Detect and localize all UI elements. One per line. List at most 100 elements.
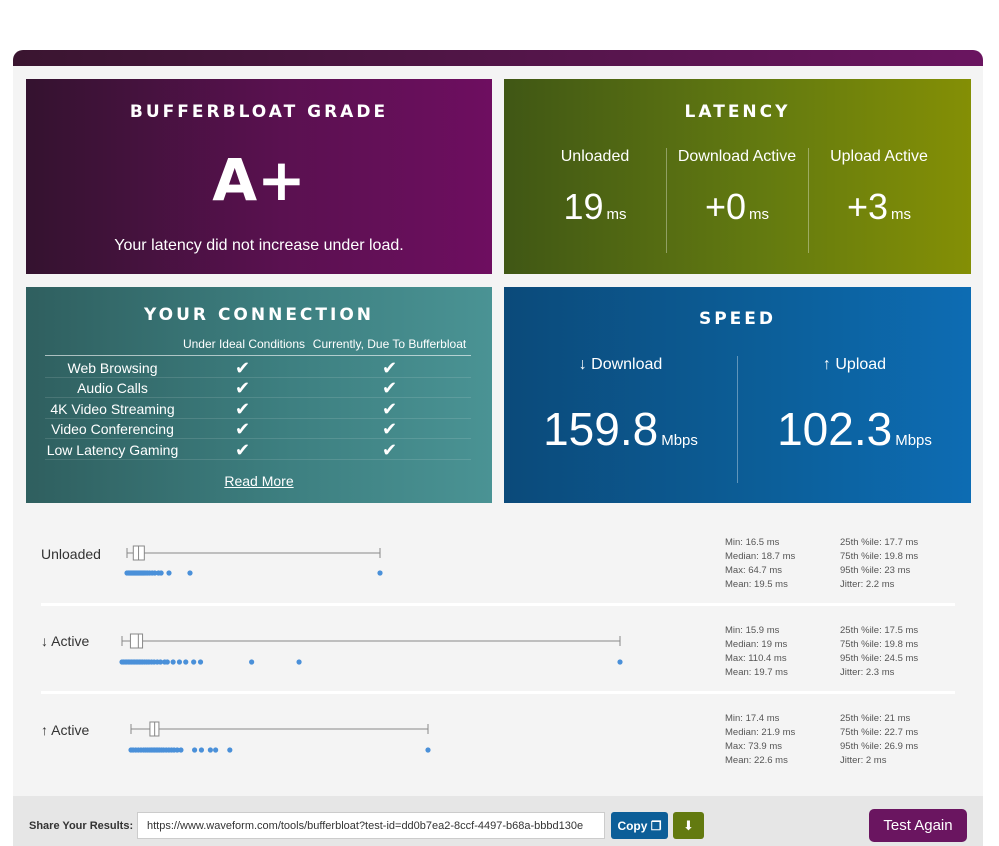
- share-url-input[interactable]: [137, 812, 605, 839]
- boxplot-box: [129, 633, 144, 649]
- download-value: 159.8: [543, 403, 659, 455]
- latency-stat: Min: 16.5 ms: [725, 537, 780, 548]
- latency-stat: 75th %ile: 19.8 ms: [840, 551, 919, 562]
- latency-stat: Median: 19 ms: [725, 639, 788, 650]
- latency-stats-right: 25th %ile: 17.5 ms 75th %ile: 19.8 ms 95th…: [840, 624, 918, 680]
- latency-unloaded-value: 19: [563, 186, 604, 227]
- speed-card: [504, 287, 971, 503]
- check-icon: ✔: [382, 419, 398, 439]
- connection-row: Audio Calls ✔ ✔: [45, 378, 471, 398]
- latency-sample-point: [249, 659, 255, 665]
- latency-divider: [666, 148, 667, 253]
- check-icon: ✔: [382, 378, 398, 398]
- latency-detail-label: ↓ Active: [41, 633, 90, 649]
- latency-stat: Median: 21.9 ms: [725, 727, 796, 738]
- latency-stats-right: 25th %ile: 17.7 ms 75th %ile: 19.8 ms 95th…: [840, 536, 918, 592]
- section-divider: [41, 691, 955, 694]
- latency-stat: Jitter: 2 ms: [840, 755, 887, 766]
- check-icon: ✔: [235, 440, 251, 460]
- latency-sample-point: [198, 747, 205, 753]
- latency-sample-point: [183, 659, 189, 665]
- latency-unit: ms: [606, 206, 627, 223]
- check-icon: ✔: [235, 419, 251, 439]
- column-ideal-header: Under Ideal Conditions: [182, 337, 306, 351]
- copy-button[interactable]: Copy ❐: [611, 812, 668, 839]
- latency-sample-point: [425, 747, 431, 753]
- latency-stat: Mean: 19.7 ms: [725, 667, 788, 678]
- speed-unit: Mbps: [661, 432, 698, 449]
- latency-sample-point: [617, 659, 623, 665]
- latency-stat: 75th %ile: 22.7 ms: [840, 727, 919, 738]
- latency-sample-point: [174, 747, 180, 753]
- latency-stat: 95th %ile: 24.5 ms: [840, 653, 919, 664]
- latency-stat: 25th %ile: 17.7 ms: [840, 537, 919, 548]
- speed-unit: Mbps: [895, 432, 932, 449]
- latency-sample-point: [164, 659, 170, 665]
- connection-row-label: 4K Video Streaming: [50, 401, 175, 417]
- latency-stat: Min: 17.4 ms: [725, 713, 780, 724]
- connection-row: 4K Video Streaming ✔ ✔: [45, 399, 471, 419]
- check-icon: ✔: [382, 358, 398, 378]
- latency-stat: Max: 64.7 ms: [725, 565, 783, 576]
- latency-sample-point: [187, 570, 193, 576]
- latency-sample-point: [170, 659, 176, 665]
- connection-row-label: Low Latency Gaming: [46, 442, 179, 458]
- read-more-link[interactable]: Read More: [224, 473, 294, 489]
- latency-stat: 25th %ile: 17.5 ms: [840, 625, 919, 636]
- latency-detail-label: ↑ Active: [41, 722, 90, 738]
- bufferbloat-grade-card: [26, 79, 492, 274]
- latency-stat: Min: 15.9 ms: [725, 625, 780, 636]
- latency-sample-point: [296, 659, 302, 665]
- latency-sample-point: [158, 570, 164, 576]
- copy-icon: ❐: [650, 818, 662, 833]
- speed-title: SPEED: [698, 309, 777, 329]
- latency-card: [504, 79, 971, 274]
- latency-stat: Jitter: 2.2 ms: [840, 579, 895, 590]
- latency-sample-point: [176, 659, 183, 665]
- latency-sample-point: [207, 747, 213, 753]
- test-again-button[interactable]: Test Again: [869, 809, 967, 842]
- latency-sample-point: [191, 659, 197, 665]
- upload-label: ↑ Upload: [822, 356, 887, 373]
- latency-sample-point: [192, 747, 198, 753]
- latency-stat: Mean: 19.5 ms: [725, 579, 788, 590]
- speed-divider: [737, 356, 738, 483]
- latency-download-value: +0: [704, 186, 747, 227]
- upload-speed: ↑ Upload 102.3 Mbps: [738, 356, 971, 456]
- column-current-header: Currently, Due To Bufferbloat: [312, 337, 467, 351]
- check-icon: ✔: [382, 399, 398, 419]
- latency-stat: 75th %ile: 19.8 ms: [840, 639, 919, 650]
- connection-header-divider: [45, 355, 471, 356]
- section-divider: [41, 603, 955, 606]
- latency-download-label: Download Active: [677, 148, 797, 165]
- connection-row: Web Browsing ✔ ✔: [45, 358, 471, 378]
- latency-title: LATENCY: [684, 102, 791, 122]
- latency-download-active: Download Active +0 ms: [666, 148, 808, 228]
- check-icon: ✔: [235, 399, 251, 419]
- connection-row-label: Video Conferencing: [51, 421, 174, 437]
- latency-upload-value: +3: [846, 186, 889, 227]
- latency-stat: Median: 18.7 ms: [725, 551, 796, 562]
- download-label: ↓ Download: [578, 356, 663, 373]
- latency-sample-point: [197, 659, 204, 665]
- results-header-bar: [13, 50, 983, 68]
- latency-stats-left: Min: 15.9 ms Median: 19 ms Max: 110.4 ms Me…: [725, 624, 788, 680]
- connection-row-label: Audio Calls: [77, 380, 148, 396]
- download-button[interactable]: ⬇: [673, 812, 704, 839]
- latency-stat: 95th %ile: 23 ms: [840, 565, 911, 576]
- check-icon: ✔: [235, 358, 251, 378]
- connection-row-label: Web Browsing: [67, 360, 158, 376]
- latency-upload-label: Upload Active: [830, 148, 928, 165]
- latency-sample-point: [377, 570, 383, 576]
- latency-stat: Mean: 22.6 ms: [725, 755, 788, 766]
- connection-row: Low Latency Gaming ✔ ✔: [45, 440, 471, 460]
- latency-sample-point: [166, 570, 172, 576]
- latency-unit: ms: [891, 206, 912, 223]
- latency-stats-left: Min: 17.4 ms Median: 21.9 ms Max: 73.9 ms M…: [725, 712, 795, 768]
- download-speed: ↓ Download 159.8 Mbps: [504, 356, 737, 456]
- download-icon: ⬇: [683, 817, 694, 833]
- latency-sample-point: [157, 659, 164, 665]
- upload-value: 102.3: [777, 403, 893, 455]
